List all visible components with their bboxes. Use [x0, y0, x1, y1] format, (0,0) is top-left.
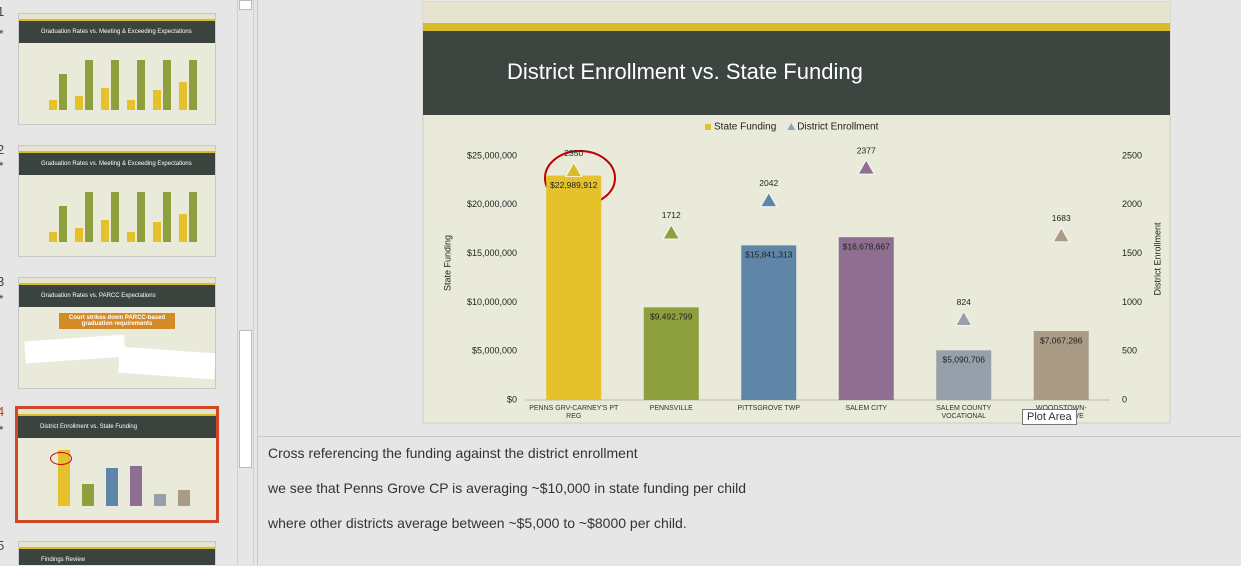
bar: [838, 237, 894, 400]
thumb-title: Graduation Rates vs. PARCC Expectations: [19, 285, 215, 307]
triangle-marker: [662, 224, 680, 240]
y2-tick-label: 1000: [1122, 297, 1142, 307]
slide-panel: 1 ★ Graduation Rates vs. Meeting & Excee…: [0, 0, 237, 565]
bar: [643, 307, 699, 400]
notes-line: we see that Penns Grove CP is averaging …: [268, 480, 746, 496]
bar: [1033, 331, 1089, 400]
triangle-marker: [760, 191, 778, 208]
triangle-marker: [955, 310, 973, 326]
triangle-marker: [565, 161, 583, 178]
slide: District Enrollment vs. State Funding St…: [422, 1, 1171, 424]
legend-label: District Enrollment: [797, 122, 878, 133]
slide-thumbnail[interactable]: District Enrollment vs. State Funding: [15, 406, 219, 523]
slide-thumbnail[interactable]: Graduation Rates vs. Meeting & Exceeding…: [18, 13, 216, 125]
y2-tick-label: 1500: [1122, 248, 1142, 258]
scroll-thumb[interactable]: [239, 330, 252, 468]
notes-line: Cross referencing the funding against th…: [268, 445, 638, 461]
legend-marker: [705, 124, 711, 130]
tooltip: Plot Area: [1022, 409, 1077, 425]
y2-tick-label: 0: [1122, 394, 1127, 404]
notes-pane[interactable]: Cross referencing the funding against th…: [258, 436, 1241, 566]
bar-value-label: $5,090,706: [942, 355, 985, 365]
x-tick-label: SALEM CITY: [845, 405, 888, 412]
star: ★: [0, 425, 5, 432]
y-tick-label: $0: [507, 394, 517, 404]
bar: [546, 175, 602, 400]
marker-value-label: 2377: [857, 145, 876, 155]
marker-value-label: 2350: [564, 148, 583, 158]
bar-value-label: $7,067,286: [1040, 335, 1083, 345]
y-tick-label: $25,000,000: [467, 150, 517, 160]
scroll-up[interactable]: [239, 0, 252, 10]
slide-thumbnail[interactable]: Graduation Rates vs. PARCC Expectations …: [18, 277, 216, 389]
thumb-title: Graduation Rates vs. Meeting & Exceeding…: [19, 153, 215, 175]
notes-line: where other districts average between ~$…: [268, 515, 687, 531]
x-tick-label: PITTSGROVE TWP: [737, 405, 801, 412]
star: ★: [0, 29, 5, 36]
slide-number: 4: [0, 404, 5, 419]
y2-tick-label: 500: [1122, 346, 1137, 356]
star: ★: [0, 294, 5, 301]
x-tick-label: PENNSVILLE: [649, 405, 693, 412]
bar-value-label: $16,678,667: [843, 241, 891, 251]
y-tick-label: $15,000,000: [467, 248, 517, 258]
divider: [257, 0, 258, 565]
thumb-title: District Enrollment vs. State Funding: [18, 416, 216, 438]
marker-value-label: 1712: [662, 210, 681, 220]
marker-value-label: 1683: [1052, 213, 1071, 223]
y-tick-label: $20,000,000: [467, 199, 517, 209]
legend-marker: [787, 123, 796, 130]
chart-title: District Enrollment vs. State Funding: [507, 59, 863, 84]
slide-title-band: [423, 31, 1170, 115]
bar-value-label: $22,989,912: [550, 180, 598, 190]
bar: [741, 245, 797, 400]
y-tick-label: $10,000,000: [467, 297, 517, 307]
slide-number: 3: [0, 274, 5, 289]
marker-value-label: 2042: [759, 178, 778, 188]
slide-number: 2: [0, 142, 5, 157]
triangle-marker: [857, 159, 875, 175]
triangle-marker: [1052, 226, 1070, 243]
bar-value-label: $15,841,313: [745, 250, 793, 260]
thumb-callout: Court strikes down PARCC-based graduatio…: [59, 313, 175, 329]
slide-top-strip: [423, 2, 1170, 23]
x-tick-label: SALEM COUNTY VOCATIONAL: [936, 405, 992, 420]
marker-value-label: 824: [957, 297, 971, 307]
thumb-title: Graduation Rates vs. Meeting & Exceeding…: [19, 21, 215, 43]
x-tick-label: PENNS GRV-CARNEY'S PT REG: [529, 405, 619, 420]
slide-number: 1: [0, 4, 5, 19]
bar-value-label: $9,492,799: [650, 312, 693, 322]
thumb-title: Findings Review: [19, 549, 215, 565]
y2-tick-label: 2500: [1122, 150, 1142, 160]
slide-number: 5: [0, 538, 5, 553]
y2-axis-title: District Enrollment: [1152, 222, 1162, 296]
y-tick-label: $5,000,000: [472, 346, 517, 356]
scrollbar[interactable]: [237, 0, 254, 565]
slide-thumbnail[interactable]: Findings Review: [18, 541, 216, 565]
y2-tick-label: 2000: [1122, 199, 1142, 209]
y-axis-title: State Funding: [442, 235, 452, 291]
slide-accent: [423, 23, 1170, 31]
legend-label: State Funding: [714, 122, 776, 133]
star: ★: [0, 161, 5, 168]
bar: [936, 350, 992, 400]
slide-thumbnail[interactable]: Graduation Rates vs. Meeting & Exceeding…: [18, 145, 216, 257]
